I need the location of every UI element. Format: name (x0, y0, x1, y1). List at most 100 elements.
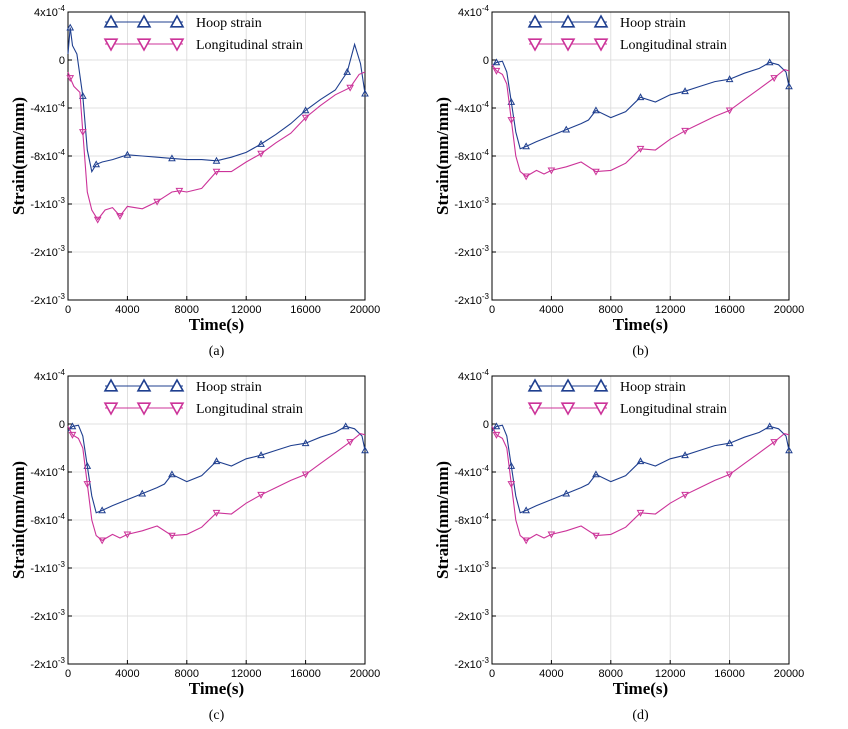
legend-marker (593, 402, 609, 416)
legend-label: Longitudinal strain (620, 402, 727, 417)
data-point (785, 446, 793, 454)
y-tick-label: -8x10-4 (454, 148, 489, 163)
chart-svg: 0 4000 8000 12000 16000 20000 4x10-4 0 -4x10-4 -8… (9, 4, 381, 359)
legend: Hoop strain Longitudinal strain (103, 14, 303, 53)
data-point (522, 506, 531, 514)
x-axis-label: Time(s) (613, 315, 668, 334)
data-point (725, 107, 734, 115)
legend-marker (103, 378, 119, 392)
legend-marker (136, 38, 152, 52)
chart-svg: 0 4000 8000 12000 16000 20000 4x10-4 0 -4x10-4 -8… (9, 368, 381, 723)
x-tick-label: 16000 (290, 304, 321, 316)
panel-caption: (a) (209, 344, 225, 359)
data-point (301, 439, 310, 447)
series-longitudinal (67, 426, 366, 545)
data-point (66, 75, 75, 83)
data-point (522, 173, 531, 181)
y-axis-label: Strain(mm/mm) (433, 461, 452, 579)
legend-marker (593, 378, 609, 392)
legend-marker (136, 378, 152, 392)
y-tick-label: 0 (59, 419, 65, 431)
x-tick-label: 16000 (290, 668, 321, 680)
y-tick-label: -8x10-4 (30, 512, 65, 527)
x-axis-label: Time(s) (189, 679, 244, 698)
series-hoop (66, 23, 369, 174)
data-point (765, 58, 774, 66)
y-tick-label: 4x10-4 (34, 368, 66, 383)
y-tick-label: -4x10-4 (454, 464, 489, 479)
y-tick-label: 4x10-4 (458, 368, 490, 383)
legend-marker (560, 14, 576, 28)
y-axis-label: Strain(mm/mm) (9, 97, 28, 215)
data-point (725, 471, 734, 479)
legend-label: Longitudinal strain (620, 38, 727, 53)
data-point (547, 167, 556, 175)
x-tick-label: 16000 (714, 668, 745, 680)
series-longitudinal (491, 64, 790, 181)
x-tick-label: 12000 (231, 304, 262, 316)
x-tick-label: 16000 (714, 304, 745, 316)
x-tick-label: 4000 (539, 304, 563, 316)
legend: Hoop strain Longitudinal strain (527, 378, 727, 417)
data-point (212, 457, 221, 465)
y-tick-label: -2x10-3 (30, 244, 65, 259)
data-point (681, 491, 689, 499)
legend-marker (560, 38, 576, 52)
data-point (346, 84, 354, 92)
grid (491, 375, 790, 665)
data-point (83, 481, 92, 489)
data-point (301, 106, 310, 114)
legend-label: Longitudinal strain (196, 402, 303, 417)
panel-c: 0 4000 8000 12000 16000 20000 4x10-4 0 -4x10-4 -8… (0, 364, 424, 728)
grid (67, 11, 366, 301)
y-tick-label: -1x10-3 (30, 196, 65, 211)
data-point (547, 531, 556, 539)
legend-marker (593, 14, 609, 28)
data-point (361, 446, 369, 454)
data-point (522, 142, 531, 150)
x-tick-label: 4000 (539, 668, 563, 680)
data-point (785, 82, 793, 90)
data-point (341, 422, 350, 430)
data-point (301, 114, 310, 122)
x-tick-label: 0 (65, 304, 71, 316)
x-tick-label: 20000 (350, 304, 381, 316)
data-point (123, 150, 132, 158)
data-point (257, 451, 265, 459)
series-line (491, 426, 790, 542)
x-tick-label: 12000 (655, 668, 686, 680)
data-point (212, 168, 221, 176)
legend-label: Hoop strain (196, 380, 262, 395)
data-point (116, 213, 124, 221)
data-point (492, 67, 501, 75)
data-point (507, 97, 516, 105)
data-point (79, 91, 87, 99)
data-point (343, 67, 352, 75)
x-tick-label: 8000 (599, 304, 623, 316)
legend: Hoop strain Longitudinal strain (103, 378, 303, 417)
x-axis-label: Time(s) (189, 315, 244, 334)
y-tick-label: -2x10-3 (30, 292, 65, 307)
x-tick-label: 20000 (350, 668, 381, 680)
x-tick-label: 8000 (175, 304, 199, 316)
grid (491, 11, 790, 301)
data-point (592, 106, 600, 114)
y-tick-label: -2x10-3 (454, 292, 489, 307)
y-tick-label: -4x10-4 (454, 100, 489, 115)
data-point (68, 431, 77, 439)
data-point (562, 489, 571, 497)
legend-marker (169, 402, 185, 416)
data-point (770, 75, 778, 83)
data-point (592, 532, 600, 540)
legend-marker (527, 38, 543, 52)
y-axis-label: Strain(mm/mm) (433, 97, 452, 215)
legend-label: Hoop strain (620, 380, 686, 395)
data-point (66, 23, 75, 31)
x-tick-label: 0 (489, 668, 495, 680)
chart-svg: 0 4000 8000 12000 16000 20000 4x10-4 0 -4x10-4 -8… (433, 4, 804, 359)
data-point (681, 87, 689, 95)
legend-marker (103, 402, 119, 416)
legend-marker (136, 402, 152, 416)
data-point (636, 93, 645, 101)
legend-marker (169, 14, 185, 28)
